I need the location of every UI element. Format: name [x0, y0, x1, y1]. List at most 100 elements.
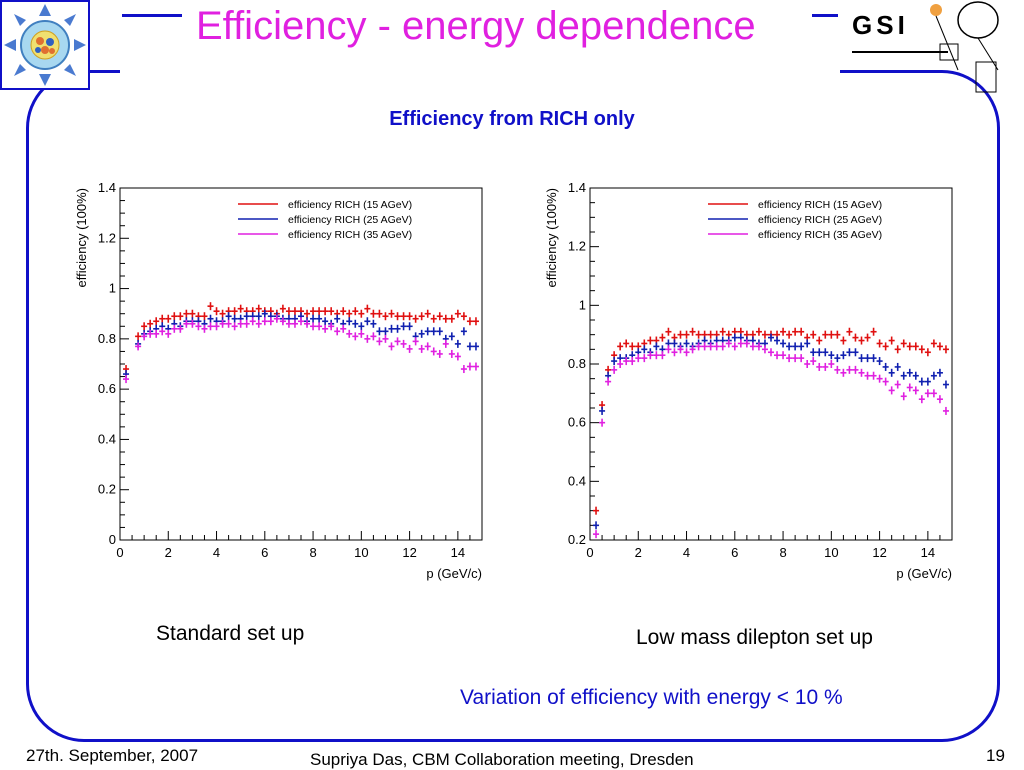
data-point	[695, 330, 702, 339]
data-point	[912, 342, 919, 351]
data-point	[822, 348, 829, 357]
page-number: 19	[986, 746, 1005, 765]
x-tick-label: 4	[213, 545, 220, 560]
data-point	[322, 317, 329, 326]
data-point	[201, 324, 208, 333]
data-point	[713, 342, 720, 351]
data-point	[135, 342, 142, 351]
data-point	[466, 342, 473, 351]
data-point	[725, 339, 732, 348]
data-point	[472, 342, 479, 351]
data-point	[442, 314, 449, 323]
data-point	[780, 327, 787, 336]
data-point	[466, 362, 473, 371]
x-tick-label: 10	[824, 545, 838, 560]
data-point	[279, 317, 286, 326]
y-tick-label: 0.4	[98, 431, 116, 446]
data-point	[297, 317, 305, 326]
data-point	[641, 345, 648, 354]
data-point	[472, 362, 479, 371]
chart-low-mass-svg: 0 2 4 6 8 10 12 14 0.2 0.4 0.6 0.8 1 1.2 1.4 p (GeV/c) e…	[544, 180, 953, 581]
data-point	[412, 314, 419, 323]
data-point	[882, 342, 889, 351]
data-point	[924, 389, 931, 398]
gsi-logo-text: GSI	[852, 10, 909, 40]
data-point	[894, 362, 901, 371]
data-point	[418, 329, 425, 338]
data-point	[219, 309, 226, 318]
data-point	[852, 348, 859, 357]
data-point	[858, 336, 865, 345]
data-point	[918, 395, 925, 404]
data-point	[930, 371, 937, 380]
data-point	[888, 336, 895, 345]
x-tick-label: 6	[731, 545, 738, 560]
data-point	[195, 322, 202, 331]
data-point	[894, 345, 901, 354]
data-point	[900, 371, 907, 380]
data-point	[731, 342, 738, 351]
x-tick-label: 0	[586, 545, 593, 560]
data-point	[388, 309, 395, 318]
data-point	[304, 309, 311, 318]
data-point	[418, 344, 425, 353]
data-point	[310, 314, 317, 323]
data-point	[593, 530, 600, 539]
data-point	[623, 357, 630, 366]
data-point	[207, 322, 214, 331]
data-point	[816, 348, 823, 357]
data-point	[786, 342, 793, 351]
data-point	[328, 322, 335, 331]
data-point	[340, 324, 347, 333]
data-point	[285, 307, 292, 316]
data-point	[593, 521, 600, 530]
data-point	[617, 342, 624, 351]
data-point	[774, 351, 781, 360]
data-point	[774, 336, 781, 345]
data-point	[340, 307, 347, 316]
data-point	[291, 319, 298, 328]
data-point	[177, 312, 184, 321]
series-1	[593, 327, 949, 515]
data-point	[834, 330, 841, 339]
x-tick-label: 8	[309, 545, 316, 560]
data-point	[231, 322, 238, 331]
data-point	[804, 339, 811, 348]
series-2	[593, 333, 949, 530]
data-point	[466, 317, 473, 326]
data-point	[647, 351, 654, 360]
data-point	[611, 357, 618, 366]
data-point	[201, 312, 208, 321]
data-point	[334, 327, 341, 336]
chart-standard: 0 2 4 6 8 10 12 14 0 0.2 0.4 0.6 0.8 1 1.2 1.4 p (GeV/c)…	[64, 178, 494, 593]
variation-note: Variation of efficiency with energy < 10…	[460, 686, 843, 709]
data-point	[316, 307, 323, 316]
data-point	[448, 332, 455, 341]
data-point	[936, 395, 943, 404]
cbm-logo	[0, 0, 90, 90]
data-point	[677, 330, 684, 339]
data-point	[436, 312, 443, 321]
y-tick-label: 1	[109, 281, 116, 296]
title-rule-left	[122, 14, 182, 17]
data-point	[834, 365, 841, 374]
x-axis-label: p (GeV/c)	[426, 566, 482, 581]
data-point	[285, 319, 292, 328]
data-point	[695, 342, 702, 351]
data-point	[454, 309, 461, 318]
data-point	[683, 330, 690, 339]
data-point	[147, 319, 154, 328]
y-tick-label: 0.8	[568, 356, 586, 371]
data-point	[159, 327, 166, 336]
data-point	[882, 377, 889, 386]
x-tick-label: 4	[683, 545, 690, 560]
data-point	[376, 337, 383, 346]
data-point	[677, 345, 684, 354]
data-point	[924, 348, 931, 357]
data-point	[141, 332, 148, 341]
footer-author: Supriya Das, CBM Collaboration meeting, …	[310, 750, 694, 769]
data-point	[858, 354, 865, 363]
data-point	[442, 339, 449, 348]
data-point	[346, 317, 353, 326]
data-point	[273, 314, 280, 323]
